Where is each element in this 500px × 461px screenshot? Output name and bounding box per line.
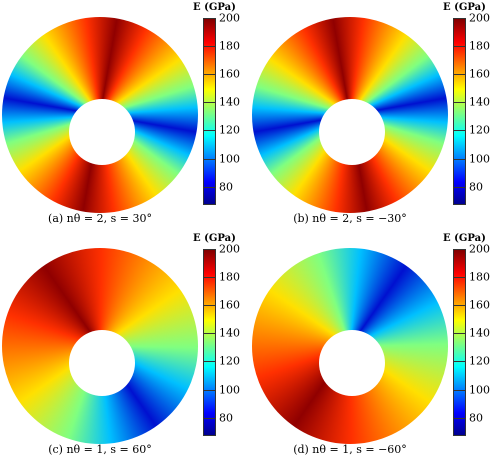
colorbar-tick <box>453 361 466 363</box>
colorbar-tick-label: 80 <box>469 411 483 425</box>
hole <box>69 330 135 396</box>
colorbar-tick <box>203 46 216 48</box>
colorbar-tick-label: 100 <box>219 383 240 397</box>
colorbar-tick-label: 80 <box>219 411 233 425</box>
caption: (b) nθ = 2, s = −30° <box>293 212 407 225</box>
colorbar-tick <box>453 130 466 132</box>
colorbar-label: E (GPa) <box>443 233 486 244</box>
colorbar-tick <box>203 333 216 335</box>
panel: E (GPa) 80 100 120 140 160 180 200 (d) nθ = 1, s… <box>250 231 500 461</box>
colorbar-tick <box>453 46 466 48</box>
colorbar-tick <box>453 158 466 160</box>
colorbar-tick-label: 140 <box>219 326 240 340</box>
panel: E (GPa) 80 100 120 140 160 180 200 (c) nθ = 1, s… <box>0 231 250 461</box>
colorbar-tick <box>203 186 216 188</box>
colorbar-tick-label: 100 <box>469 152 490 166</box>
colorbar-tick <box>453 389 466 391</box>
colorbar-tick <box>203 18 216 19</box>
caption: (a) nθ = 2, s = 30° <box>48 212 152 225</box>
colorbar-label: E (GPa) <box>193 233 236 244</box>
colorbar-tick <box>453 417 466 419</box>
colorbar-tick <box>203 102 216 104</box>
colorbar-tick-label: 180 <box>469 270 490 284</box>
colorbar-tick <box>203 361 216 363</box>
colorbar-tick-label: 100 <box>469 383 490 397</box>
colorbar-tick-label: 200 <box>469 242 490 256</box>
colorbar-tick-label: 140 <box>219 95 240 109</box>
colorbar-tick <box>203 389 216 391</box>
caption: (c) nθ = 1, s = 60° <box>48 443 152 456</box>
colorbar-label: E (GPa) <box>193 2 236 13</box>
colorbar-tick-label: 180 <box>469 39 490 53</box>
field <box>252 17 448 213</box>
colorbar-tick <box>453 18 466 19</box>
colorbar-tick <box>453 249 466 250</box>
colorbar-tick <box>453 102 466 104</box>
colorbar-tick-label: 200 <box>219 242 240 256</box>
caption: (d) nθ = 1, s = −60° <box>293 443 407 456</box>
colorbar-tick-label: 120 <box>469 123 490 137</box>
colorbar-tick <box>203 417 216 419</box>
hole <box>319 99 385 165</box>
colorbar-tick-label: 100 <box>219 152 240 166</box>
colorbar-tick <box>203 158 216 160</box>
colorbar-tick <box>453 333 466 335</box>
colorbar-tick-label: 120 <box>469 354 490 368</box>
colorbar-tick <box>453 277 466 279</box>
colorbar-tick <box>203 305 216 307</box>
colorbar-tick-label: 160 <box>469 67 490 81</box>
colorbar-tick-label: 160 <box>469 298 490 312</box>
colorbar-tick <box>203 130 216 132</box>
colorbar-tick-label: 200 <box>219 11 240 25</box>
colorbar-tick-label: 160 <box>219 67 240 81</box>
colorbar-tick <box>453 74 466 76</box>
colorbar-tick <box>453 305 466 307</box>
colorbar-tick-label: 120 <box>219 354 240 368</box>
colorbar-tick-label: 140 <box>469 326 490 340</box>
colorbar-tick-label: 180 <box>219 270 240 284</box>
field <box>252 248 448 444</box>
colorbar-tick <box>203 249 216 250</box>
panel: E (GPa) 80 100 120 140 160 180 200 (a) nθ = 2, s… <box>0 0 250 230</box>
hole <box>69 99 135 165</box>
colorbar-tick-label: 200 <box>469 11 490 25</box>
colorbar-tick <box>453 186 466 188</box>
colorbar-tick-label: 180 <box>219 39 240 53</box>
colorbar-tick-label: 80 <box>219 180 233 194</box>
colorbar-tick <box>203 277 216 279</box>
colorbar-tick-label: 80 <box>469 180 483 194</box>
field <box>2 248 198 444</box>
colorbar-tick-label: 160 <box>219 298 240 312</box>
hole <box>319 330 385 396</box>
colorbar-tick-label: 120 <box>219 123 240 137</box>
panel: E (GPa) 80 100 120 140 160 180 200 (b) nθ = 2, s… <box>250 0 500 230</box>
colorbar-label: E (GPa) <box>443 2 486 13</box>
colorbar-tick-label: 140 <box>469 95 490 109</box>
colorbar-tick <box>203 74 216 76</box>
field <box>2 17 198 213</box>
